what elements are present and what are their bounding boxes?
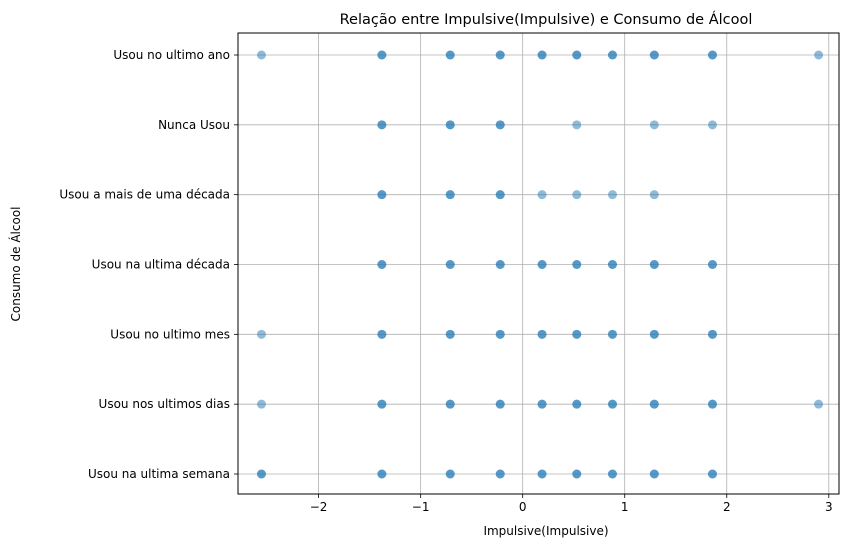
data-point — [572, 50, 582, 60]
data-point — [377, 260, 387, 269]
data-point — [256, 469, 266, 479]
y-tick-label: Usou nos ultimos dias — [99, 397, 230, 411]
data-point — [607, 50, 617, 60]
x-tick-label: 0 — [519, 500, 527, 514]
data-point — [572, 329, 582, 339]
data-point — [649, 469, 659, 479]
data-point — [607, 469, 617, 479]
data-point — [495, 260, 505, 269]
axis-ticks: −2 −1 0 1 2 3 Usou na ultima semana Usou nos ul… — [59, 48, 832, 514]
y-tick-label: Usou na ultima década — [92, 258, 230, 272]
data-point — [707, 50, 717, 60]
data-point — [495, 190, 505, 200]
y-tick-label: Usou no ultimo ano — [113, 48, 230, 62]
data-point — [572, 120, 582, 130]
data-point — [495, 329, 505, 339]
data-point — [649, 329, 659, 339]
y-tick-label: Nunca Usou — [158, 118, 230, 132]
data-point — [572, 399, 582, 409]
data-point — [707, 399, 717, 409]
data-point — [649, 260, 659, 269]
data-point — [814, 50, 824, 60]
data-point — [256, 329, 266, 339]
data-point — [537, 50, 547, 60]
y-tick-label: Usou na ultima semana — [88, 467, 230, 481]
data-point — [572, 190, 582, 200]
data-point — [649, 399, 659, 409]
data-point — [537, 190, 547, 200]
data-point — [377, 469, 387, 479]
data-point — [707, 469, 717, 479]
data-point — [814, 399, 824, 409]
data-point — [445, 260, 455, 269]
data-point — [537, 399, 547, 409]
x-tick-label: 3 — [825, 500, 833, 514]
data-point — [445, 399, 455, 409]
data-point — [495, 399, 505, 409]
data-point — [572, 469, 582, 479]
y-tick-label: Usou no ultimo mes — [110, 327, 230, 341]
chart-title: Relação entre Impulsive(Impulsive) e Con… — [340, 11, 753, 28]
data-point — [649, 120, 659, 130]
data-point — [445, 329, 455, 339]
y-axis-label: Consumo de Álcool — [8, 206, 23, 321]
data-point — [445, 469, 455, 479]
data-point — [649, 50, 659, 60]
x-tick-label: −1 — [412, 500, 430, 514]
data-point — [377, 120, 387, 130]
y-tick-label: Usou a mais de uma década — [59, 188, 230, 202]
data-points — [256, 50, 824, 479]
data-point — [445, 190, 455, 200]
data-point — [572, 260, 582, 269]
data-point — [707, 120, 717, 130]
data-point — [256, 399, 266, 409]
data-point — [607, 329, 617, 339]
data-point — [607, 260, 617, 269]
data-point — [445, 50, 455, 60]
data-point — [707, 329, 717, 339]
x-tick-label: −2 — [310, 500, 328, 514]
data-point — [537, 469, 547, 479]
data-point — [649, 190, 659, 200]
data-point — [707, 260, 717, 269]
x-tick-label: 1 — [621, 500, 629, 514]
data-point — [445, 120, 455, 130]
data-point — [377, 399, 387, 409]
data-point — [495, 50, 505, 60]
data-point — [377, 50, 387, 60]
x-tick-label: 2 — [723, 500, 731, 514]
data-point — [377, 329, 387, 339]
x-axis-label: Impulsive(Impulsive) — [483, 524, 608, 538]
plot-frame — [237, 32, 840, 495]
data-point — [537, 329, 547, 339]
data-point — [607, 190, 617, 200]
data-point — [495, 469, 505, 479]
data-point — [537, 260, 547, 269]
data-point — [377, 190, 387, 200]
data-point — [256, 50, 266, 60]
data-point — [607, 399, 617, 409]
data-point — [495, 120, 505, 130]
